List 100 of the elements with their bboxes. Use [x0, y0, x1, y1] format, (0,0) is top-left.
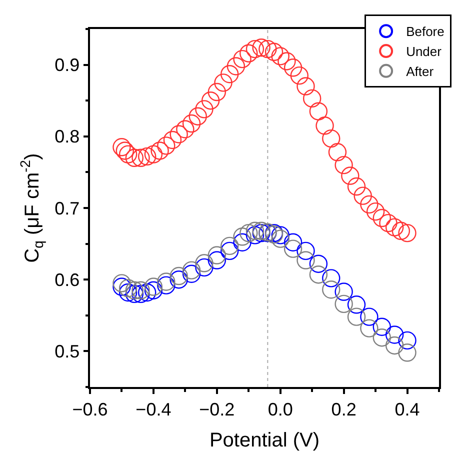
point	[296, 242, 315, 260]
point	[341, 166, 360, 185]
point	[233, 50, 252, 68]
point	[385, 218, 404, 236]
point	[372, 208, 391, 228]
point	[125, 281, 144, 300]
point	[226, 57, 246, 76]
point	[214, 74, 232, 92]
point	[360, 308, 378, 326]
point	[271, 226, 290, 244]
point	[309, 254, 328, 273]
point	[264, 42, 284, 61]
point	[112, 274, 131, 292]
point	[296, 251, 315, 270]
legend-label: After	[406, 64, 434, 79]
point	[334, 282, 353, 301]
point	[182, 114, 201, 133]
point	[385, 336, 404, 355]
point	[112, 138, 131, 156]
point	[208, 246, 226, 264]
point	[284, 240, 302, 258]
x-tick-label: 0.4	[394, 399, 420, 420]
point	[385, 326, 404, 344]
y-tick-label: 0.8	[54, 126, 80, 147]
point	[290, 66, 308, 85]
point	[366, 202, 385, 221]
legend-label: Before	[406, 24, 444, 40]
point	[138, 283, 156, 302]
point	[246, 40, 264, 58]
point	[233, 228, 252, 246]
point	[398, 224, 416, 242]
point	[182, 261, 201, 280]
point	[246, 226, 264, 244]
x-tick-label: −0.6	[72, 399, 108, 420]
point	[138, 147, 156, 166]
point	[398, 344, 416, 362]
point	[176, 120, 194, 138]
point	[284, 233, 302, 252]
point	[354, 186, 372, 205]
point	[201, 92, 220, 110]
point	[208, 251, 226, 270]
y-tick-label: 0.9	[54, 55, 80, 76]
point	[132, 281, 150, 300]
point	[163, 130, 182, 150]
point	[182, 264, 201, 283]
point	[195, 100, 214, 118]
point	[118, 279, 138, 298]
point	[144, 278, 163, 296]
x-tick-label: 0.2	[331, 399, 356, 420]
point	[258, 40, 277, 58]
point	[195, 258, 214, 277]
point	[220, 242, 239, 260]
y-tick-label: 0.5	[54, 342, 80, 362]
point	[170, 125, 188, 144]
point	[208, 82, 226, 102]
point	[240, 44, 258, 62]
point	[379, 214, 398, 232]
point	[372, 328, 391, 347]
point	[360, 195, 378, 214]
point	[316, 116, 334, 135]
point	[309, 265, 328, 284]
legend-label: Under	[406, 44, 442, 60]
point	[284, 58, 302, 77]
point	[125, 148, 144, 167]
point	[271, 230, 290, 248]
point	[334, 156, 353, 174]
point	[112, 278, 131, 296]
point	[252, 38, 270, 57]
point	[170, 266, 188, 286]
point	[347, 177, 366, 196]
point	[157, 136, 176, 155]
point	[144, 145, 163, 164]
point	[188, 107, 207, 126]
point	[392, 222, 410, 240]
point	[118, 283, 138, 302]
point	[360, 319, 378, 338]
point	[246, 222, 264, 240]
x-tick-label: −0.4	[136, 399, 172, 420]
point	[116, 142, 134, 160]
point	[322, 280, 340, 299]
point	[398, 331, 416, 350]
point	[157, 276, 176, 294]
point	[170, 270, 188, 289]
point	[150, 142, 169, 160]
point	[334, 294, 353, 314]
y-tick-label: 0.7	[54, 198, 80, 218]
point	[240, 224, 258, 242]
point	[347, 308, 366, 326]
point	[347, 296, 366, 314]
point	[271, 47, 290, 66]
point	[157, 272, 176, 291]
x-tick-label: 0.0	[268, 399, 293, 420]
point	[195, 254, 214, 272]
point	[303, 89, 322, 108]
point	[220, 236, 239, 256]
point	[322, 129, 340, 148]
point	[328, 143, 347, 162]
x-tick-label: −0.2	[199, 399, 235, 420]
point	[125, 284, 144, 304]
point	[220, 65, 239, 84]
